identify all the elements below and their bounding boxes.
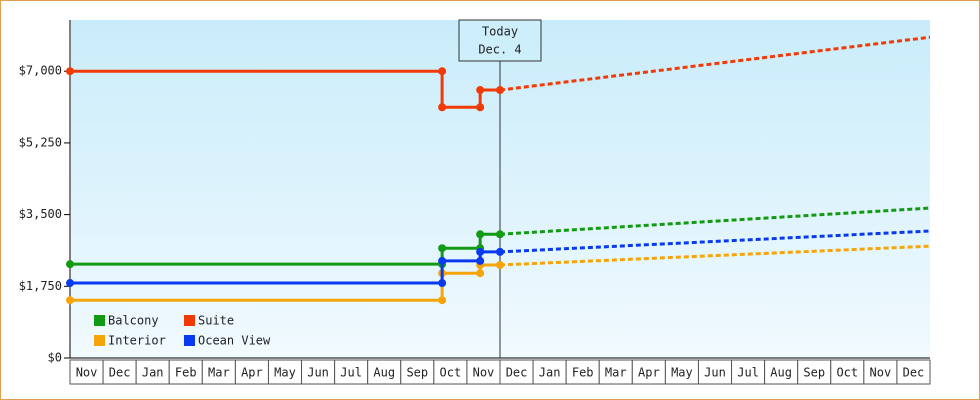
- y-tick-label: $1,750: [19, 279, 62, 293]
- legend-label: Balcony: [108, 314, 159, 328]
- month-box: [598, 359, 633, 385]
- point: [496, 230, 504, 239]
- point: [496, 260, 504, 269]
- y-tick-label: $7,000: [19, 64, 62, 78]
- x-tick-label: Apr: [638, 366, 660, 380]
- x-tick-label: Dec: [506, 366, 528, 380]
- point: [66, 279, 74, 288]
- legend-swatch: [184, 315, 195, 326]
- x-tick-label: Dec: [109, 366, 131, 380]
- month-box: [301, 359, 336, 385]
- x-tick-label: Nov: [473, 366, 495, 380]
- x-tick-label: Jun: [307, 366, 329, 380]
- x-tick-label: Nov: [76, 366, 98, 380]
- legend-label: Interior: [108, 334, 166, 348]
- x-tick-label: Jan: [142, 366, 164, 380]
- legend-swatch: [94, 335, 105, 346]
- point: [438, 279, 447, 288]
- month-box: [863, 359, 898, 385]
- month-box: [135, 359, 170, 385]
- legend-swatch: [184, 335, 195, 346]
- point: [438, 103, 447, 112]
- legend-swatch: [94, 315, 105, 326]
- point: [66, 260, 74, 269]
- point: [438, 256, 447, 265]
- month-box: [830, 359, 865, 385]
- x-tick-label: Mar: [605, 366, 627, 380]
- legend-label: Suite: [198, 314, 234, 328]
- x-tick-label: Jun: [704, 366, 726, 380]
- today-label: Dec. 4: [478, 43, 521, 57]
- x-tick-label: Sep: [803, 366, 825, 380]
- x-tick-label: May: [274, 366, 296, 380]
- x-tick-label: Nov: [870, 366, 892, 380]
- month-box: [234, 359, 269, 385]
- today-label: Today: [482, 25, 518, 39]
- y-tick-label: $3,500: [19, 207, 62, 221]
- x-tick-label: Aug: [770, 366, 792, 380]
- y-tick-label: $0: [48, 351, 62, 365]
- x-tick-label: Apr: [241, 366, 263, 380]
- x-tick-label: Jul: [737, 366, 759, 380]
- x-tick-label: Oct: [836, 366, 858, 380]
- month-box: [201, 359, 236, 385]
- month-box: [565, 359, 600, 385]
- point: [476, 247, 485, 256]
- month-box: [631, 359, 666, 385]
- month-box: [168, 359, 203, 385]
- month-box: [499, 359, 534, 385]
- point: [476, 256, 485, 265]
- x-tick-label: Aug: [373, 366, 395, 380]
- today-box: [458, 19, 542, 62]
- point: [476, 86, 485, 95]
- point: [438, 67, 447, 76]
- x-tick-label: May: [671, 366, 693, 380]
- x-tick-label: Mar: [208, 366, 230, 380]
- x-tick-label: Jan: [539, 366, 561, 380]
- month-box: [367, 359, 402, 385]
- x-tick-label: Feb: [175, 366, 197, 380]
- x-tick-label: Sep: [406, 366, 428, 380]
- x-tick-label: Dec: [903, 366, 925, 380]
- x-tick-label: Jul: [340, 366, 362, 380]
- month-box: [334, 359, 369, 385]
- point: [476, 269, 485, 278]
- point: [476, 103, 485, 112]
- month-box: [731, 359, 766, 385]
- point: [438, 296, 447, 305]
- month-box: [267, 359, 303, 385]
- point: [496, 86, 504, 95]
- month-box: [896, 359, 931, 385]
- point: [66, 67, 74, 76]
- point: [438, 244, 447, 253]
- x-tick-label: Oct: [440, 366, 462, 380]
- legend-label: Ocean View: [198, 334, 271, 348]
- month-box: [400, 359, 435, 385]
- month-box: [102, 359, 137, 385]
- month-box: [697, 359, 733, 385]
- point: [496, 247, 504, 256]
- y-tick-label: $5,250: [19, 135, 62, 149]
- month-box: [532, 359, 567, 385]
- projection-line: [499, 35, 931, 92]
- point: [66, 296, 74, 305]
- point: [476, 230, 485, 239]
- x-tick-label: Feb: [572, 366, 594, 380]
- month-box: [664, 359, 699, 385]
